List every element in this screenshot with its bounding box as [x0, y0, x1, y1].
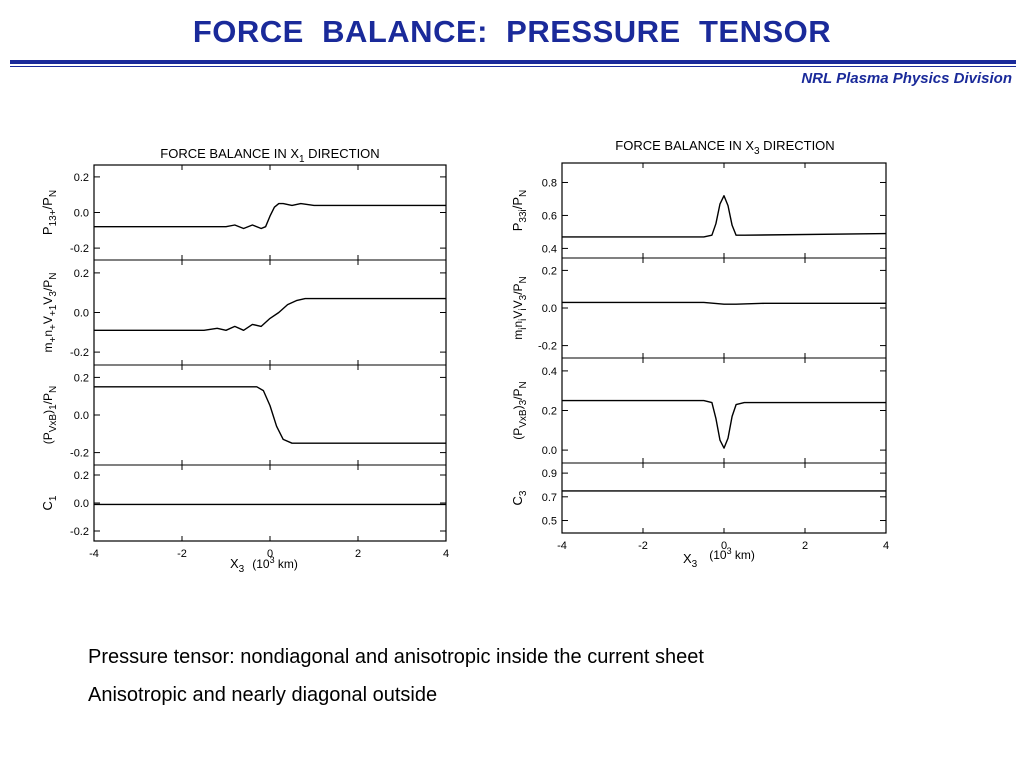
y-tick-label: 0.6: [542, 210, 557, 222]
x-tick-label: 0: [721, 540, 727, 552]
panel-ylabel: P13+/PN: [40, 190, 59, 235]
x-tick-label: 0: [267, 548, 273, 560]
panel-ylabel: miniViV3/PN: [511, 276, 529, 340]
panel-ylabel: C3: [510, 490, 529, 505]
x-tick-label: -4: [89, 548, 99, 560]
slide-title: FORCE BALANCE: PRESSURE TENSOR: [192, 14, 832, 49]
x-tick-label: -2: [638, 540, 648, 552]
panel-ylabel: C1: [40, 495, 59, 510]
y-tick-label: -0.2: [538, 341, 557, 353]
y-tick-label: -0.2: [70, 526, 89, 538]
division-label: NRL Plasma Physics Division: [801, 70, 1012, 87]
panel-0-0: 0.2 0.0 -0.2 P13+/PN: [40, 165, 447, 260]
bullet-list: Pressure tensor: nondiagonal and anisotr…: [88, 638, 704, 714]
panel-ylabel: (PVxB)3/PN: [511, 381, 529, 439]
y-tick-label: 0.0: [542, 445, 557, 457]
series-line: [94, 202, 446, 230]
x-tick-label: 2: [802, 540, 808, 552]
y-tick-label: 0.7: [542, 492, 557, 504]
chart-x3-frame: [561, 162, 887, 534]
panel-ylabel: m+n+V+1V3/PN: [41, 273, 59, 353]
title-rule-thin: [10, 66, 1016, 67]
panel-1-0: 0.8 0.6 0.4 P33i/PN: [510, 163, 887, 258]
panel-1-1: 0.2 0.0 -0.2 miniViV3/PN: [511, 257, 887, 358]
panel-0-3: 0.2 0.0 -0.2 C1: [40, 464, 447, 541]
panel-ylabel: P33i/PN: [510, 190, 529, 232]
x-tick-label: 4: [443, 548, 449, 560]
y-tick-label: 0.0: [74, 208, 89, 220]
x-tick-label: 4: [883, 540, 889, 552]
chart-x3-title: FORCE BALANCE IN X3 DIRECTION: [615, 138, 834, 157]
chart-x1: FORCE BALANCE IN X1 DIRECTION 0.2 0.0 -0.2…: [40, 146, 449, 575]
y-tick-label: 0.2: [542, 265, 557, 277]
x-tick-label: -4: [557, 540, 567, 552]
y-tick-label: 0.2: [74, 372, 89, 384]
y-tick-label: 0.8: [542, 177, 557, 189]
y-tick-label: 0.2: [542, 406, 557, 418]
panel-0-1: 0.2 0.0 -0.2 m+n+V+1V3/PN: [41, 259, 447, 365]
y-tick-label: 0.2: [74, 268, 89, 280]
panel-1-2: 0.4 0.2 0.0 (PVxB)3/PN: [511, 357, 887, 463]
series-line: [562, 399, 886, 449]
chart-x1-xlabel: X3 (103 km): [230, 555, 298, 575]
y-tick-label: 0.2: [74, 172, 89, 184]
y-tick-label: 0.4: [542, 243, 557, 255]
chart-x3-xlabel: X3(103 km): [683, 546, 755, 570]
chart-x1-title: FORCE BALANCE IN X1 DIRECTION: [160, 146, 379, 165]
chart-x1-frame: [93, 164, 447, 542]
series-line: [562, 301, 886, 305]
panel-0-2: 0.2 0.0 -0.2 (PVxB)1/PN: [41, 364, 447, 465]
y-tick-label: 0.5: [542, 516, 557, 528]
x-tick-label: -2: [177, 548, 187, 560]
series-line: [562, 194, 887, 238]
y-tick-label: -0.2: [70, 448, 89, 460]
series-line: [94, 297, 446, 331]
y-tick-label: 0.9: [542, 468, 557, 480]
panel-1-3: 0.9 0.7 0.5 C3: [510, 462, 887, 533]
bullet-line-2: Anisotropic and nearly diagonal outside: [88, 684, 438, 706]
y-tick-label: -0.2: [70, 243, 89, 255]
y-tick-label: 0.0: [74, 498, 89, 510]
series-line: [94, 386, 446, 444]
bullet-line-1: Pressure tensor: nondiagonal and anisotr…: [88, 646, 704, 668]
y-tick-label: -0.2: [70, 347, 89, 359]
x-tick-label: 2: [355, 548, 361, 560]
panel-ylabel: (PVxB)1/PN: [41, 386, 59, 444]
y-tick-label: 0.0: [74, 410, 89, 422]
y-tick-label: 0.4: [542, 366, 557, 378]
y-tick-label: 0.0: [74, 308, 89, 320]
y-tick-label: 0.2: [74, 470, 89, 482]
title-rule-thick: [10, 60, 1016, 64]
y-tick-label: 0.0: [542, 303, 557, 315]
chart-x3: FORCE BALANCE IN X3 DIRECTION 0.8 0.6 0.4 P…: [510, 138, 889, 570]
